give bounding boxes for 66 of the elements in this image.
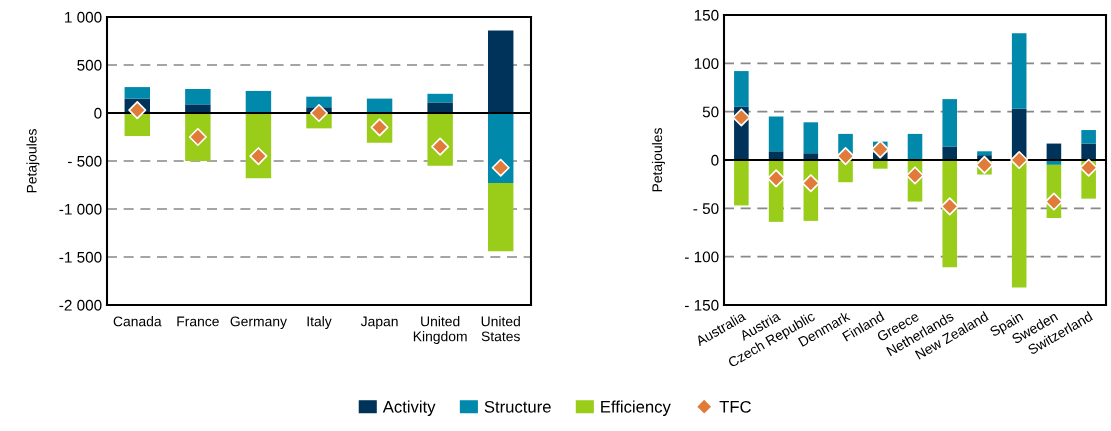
point bbox=[1044, 192, 1063, 211]
x-tick-label: Italy bbox=[307, 316, 332, 330]
legend-label: Activity bbox=[382, 400, 436, 416]
bar bbox=[427, 102, 453, 113]
bar bbox=[1081, 143, 1096, 160]
bar bbox=[185, 89, 211, 105]
point bbox=[940, 197, 959, 216]
x-tick-label: United States bbox=[481, 316, 520, 342]
point bbox=[128, 101, 147, 120]
bar bbox=[734, 71, 749, 107]
y-axis-title: Petajoules bbox=[26, 129, 40, 193]
bar bbox=[124, 87, 151, 99]
bar bbox=[838, 160, 853, 183]
y-tick-label: 150 bbox=[694, 9, 719, 21]
point bbox=[1010, 150, 1029, 170]
bar bbox=[803, 122, 819, 154]
x-tick-label: Canada bbox=[113, 316, 162, 327]
point bbox=[249, 147, 268, 166]
bar bbox=[487, 30, 514, 113]
y-tick-label: -1 000 bbox=[59, 203, 102, 215]
point bbox=[905, 166, 925, 185]
bar bbox=[487, 113, 514, 184]
point bbox=[836, 147, 855, 166]
point bbox=[309, 103, 329, 123]
bar bbox=[306, 96, 332, 108]
bar bbox=[1011, 160, 1027, 288]
y-tick-label: -2 000 bbox=[59, 299, 102, 311]
legend-label: Efficiency bbox=[601, 400, 671, 416]
y-tick-label: 1 000 bbox=[65, 11, 102, 23]
x-tick-label: France bbox=[177, 316, 219, 327]
bar bbox=[872, 160, 888, 169]
bar bbox=[487, 183, 514, 252]
y-tick-label: 500 bbox=[77, 59, 102, 71]
bar bbox=[942, 99, 958, 147]
bar bbox=[977, 151, 992, 156]
y-tick-label: - 150 bbox=[685, 299, 719, 311]
y-tick-label: - 100 bbox=[685, 251, 719, 263]
point bbox=[1079, 158, 1098, 177]
bar bbox=[185, 104, 211, 113]
y-tick-label: 100 bbox=[694, 58, 719, 70]
point bbox=[767, 169, 786, 188]
y-tick-label: - 500 bbox=[68, 155, 102, 167]
bar bbox=[942, 146, 958, 160]
bar bbox=[245, 90, 272, 113]
point bbox=[491, 158, 510, 177]
y-tick-label: 50 bbox=[702, 106, 719, 118]
y-tick-label: 0 bbox=[94, 107, 102, 119]
y-tick-label: - 50 bbox=[693, 203, 719, 215]
bar bbox=[768, 116, 784, 152]
bar bbox=[1081, 130, 1096, 144]
y-axis-title: Petajoules bbox=[651, 128, 665, 192]
point bbox=[732, 108, 751, 127]
y-tick-label: 0 bbox=[711, 154, 719, 166]
legend-label: TFC bbox=[719, 400, 751, 413]
bar bbox=[1011, 33, 1027, 109]
y-tick-label: -1 500 bbox=[59, 251, 102, 263]
legend-label: Structure bbox=[484, 400, 551, 413]
bar bbox=[427, 93, 453, 103]
x-tick-label: Japan bbox=[360, 316, 398, 330]
bar bbox=[907, 133, 923, 160]
x-tick-label: United Kingdom bbox=[413, 316, 467, 345]
point bbox=[975, 155, 994, 174]
point bbox=[801, 174, 820, 193]
point bbox=[871, 140, 890, 159]
x-tick-label: Germany bbox=[230, 316, 287, 330]
bar bbox=[734, 160, 749, 206]
